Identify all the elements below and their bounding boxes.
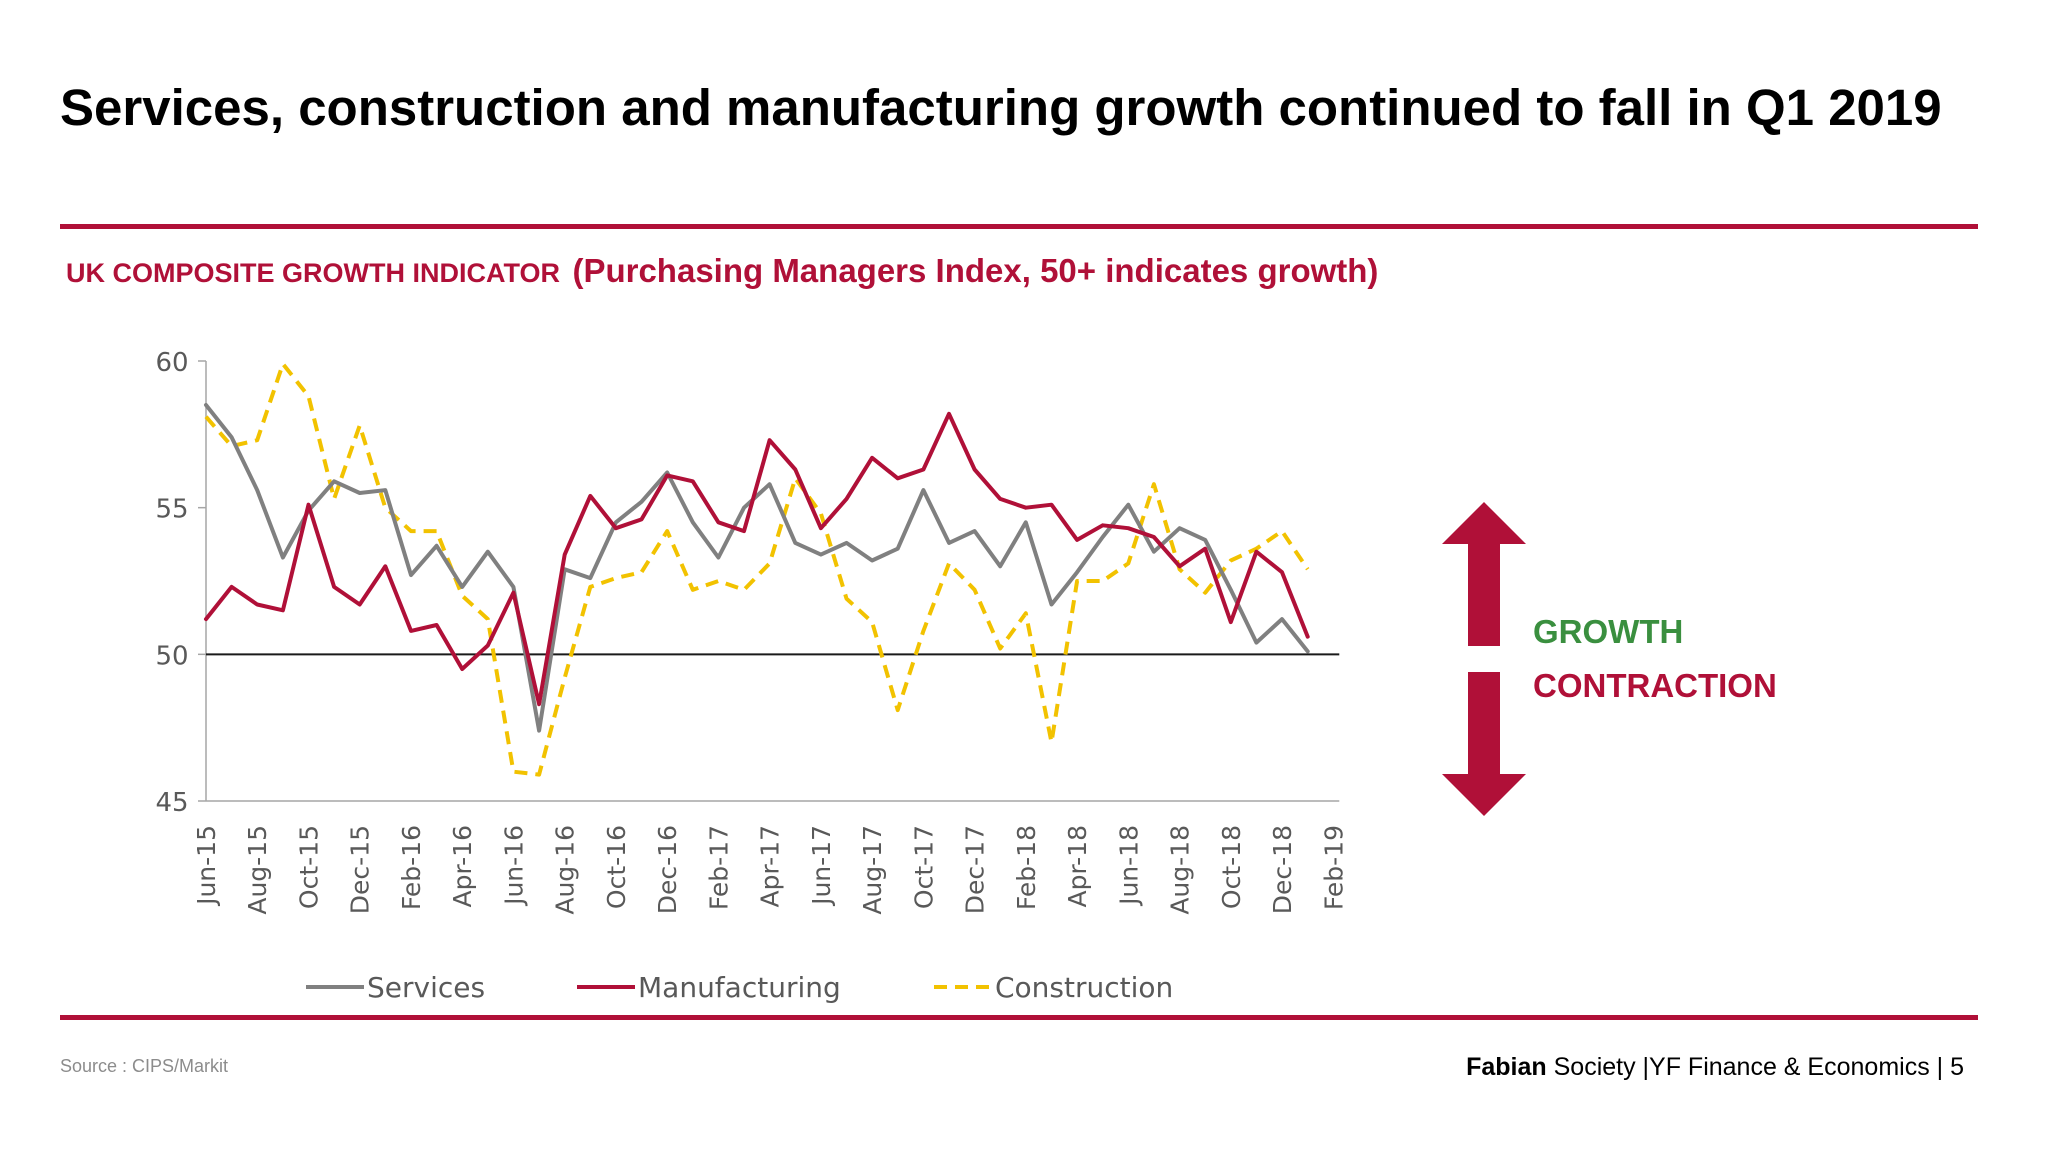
x-tick-label: Oct-15 xyxy=(294,825,323,909)
x-tick-label: Oct-17 xyxy=(909,825,938,909)
y-tick-label: 45 xyxy=(155,788,188,818)
y-tick-label: 50 xyxy=(155,641,188,671)
x-tick-label: Dec-18 xyxy=(1268,825,1297,914)
chart-heading-main: UK COMPOSITE GROWTH INDICATOR xyxy=(66,258,560,288)
series-line-manufacturing xyxy=(204,411,1310,707)
x-tick-label: Dec-17 xyxy=(961,825,990,914)
chart-heading-sub: (Purchasing Managers Index, 50+ indicate… xyxy=(572,252,1379,289)
x-tick-label: Aug-18 xyxy=(1166,825,1195,915)
legend: Services Manufacturing Construction xyxy=(306,971,1173,1004)
series-line-services xyxy=(204,403,1310,733)
top-divider xyxy=(60,224,1978,229)
x-axis: Jun-15 Aug-15 Oct-15 Dec-15 Feb-16 Apr-16 Jun-… xyxy=(192,653,1348,915)
x-tick-label: Feb-16 xyxy=(397,825,426,910)
series-line-construction xyxy=(204,361,1310,777)
contraction-label: CONTRACTION xyxy=(1533,667,1777,704)
x-tick-label: Jun-15 xyxy=(192,825,221,907)
x-tick-label: Apr-16 xyxy=(448,825,477,907)
source-note: Source : CIPS/Markit xyxy=(60,1056,229,1076)
x-tick-label: Jun-17 xyxy=(807,825,836,907)
x-tick-label: Jun-16 xyxy=(499,825,528,907)
y-axis: 45 50 55 60 xyxy=(155,348,207,818)
footer-text: Society |YF Finance & Economics | 5 xyxy=(1553,1053,1964,1081)
x-tick-label: Feb-19 xyxy=(1319,825,1348,910)
x-tick-label: Feb-17 xyxy=(704,825,733,910)
footer: Fabian Society |YF Finance & Economics |… xyxy=(1466,1053,1964,1082)
x-tick-label: Aug-16 xyxy=(551,825,580,915)
chart-heading: UK COMPOSITE GROWTH INDICATOR (Purchasin… xyxy=(66,252,1378,290)
x-tick-label: Jun-18 xyxy=(1114,825,1143,907)
x-tick-label: Feb-18 xyxy=(1012,825,1041,910)
contraction-arrow-icon xyxy=(1442,672,1526,816)
slide-title: Services, construction and manufacturing… xyxy=(60,79,1942,136)
x-tick-label: Oct-18 xyxy=(1217,825,1246,909)
legend-label-manufacturing: Manufacturing xyxy=(638,971,841,1004)
growth-label: GROWTH xyxy=(1533,613,1683,650)
x-tick-label: Oct-16 xyxy=(602,825,631,909)
growth-contraction-indicator: GROWTH CONTRACTION xyxy=(1442,502,1777,816)
bottom-divider xyxy=(60,1015,1978,1020)
legend-label-construction: Construction xyxy=(995,971,1173,1004)
x-tick-label: Apr-18 xyxy=(1063,825,1092,907)
x-tick-label: Dec-15 xyxy=(346,825,375,914)
x-tick-label: Apr-17 xyxy=(756,825,785,907)
y-tick-label: 55 xyxy=(155,495,188,525)
series-layer xyxy=(204,361,1310,777)
growth-arrow-icon xyxy=(1442,502,1526,646)
x-tick-label: Dec-16 xyxy=(653,825,682,914)
legend-label-services: Services xyxy=(367,971,485,1004)
x-tick-label: Aug-17 xyxy=(858,825,887,915)
footer-brand: Fabian xyxy=(1466,1053,1547,1081)
y-tick-label: 60 xyxy=(155,348,188,378)
x-tick-label: Aug-15 xyxy=(243,825,272,915)
